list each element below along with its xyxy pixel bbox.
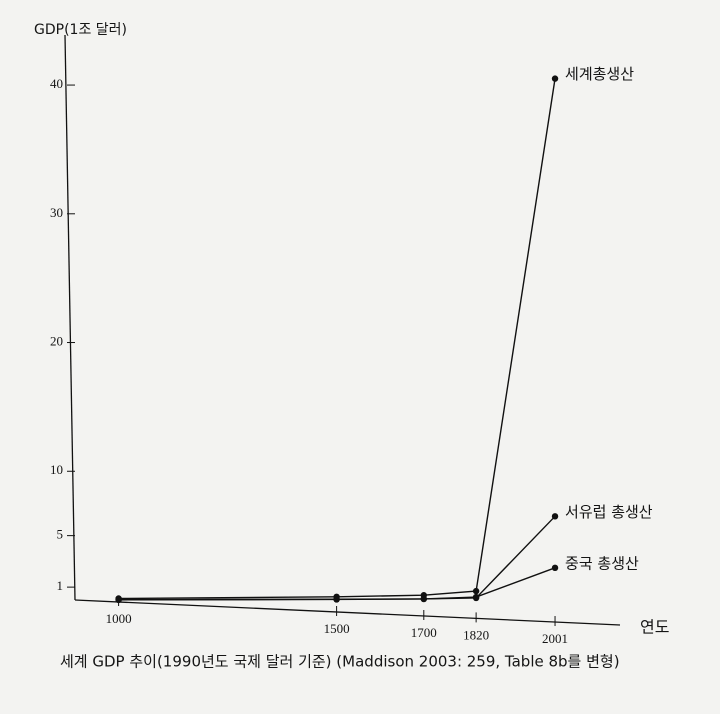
data-point <box>333 596 340 603</box>
y-tick-label: 10 <box>50 462 63 477</box>
data-point <box>115 596 122 603</box>
series-label: 중국 총생산 <box>565 554 639 572</box>
x-tick-label: 1820 <box>463 627 489 642</box>
x-axis-label: 연도 <box>640 618 669 637</box>
series-label: 세계총생산 <box>565 65 634 83</box>
series-label: 서유럽 총생산 <box>565 503 653 521</box>
x-tick-label: 1500 <box>324 621 350 636</box>
data-point <box>551 513 559 520</box>
caption: 세계 GDP 추이(1990년도 국제 달러 기준) (Maddison 200… <box>60 653 620 671</box>
data-point <box>420 595 427 603</box>
data-point <box>472 593 480 601</box>
x-axis <box>74 599 621 626</box>
data-point <box>472 587 480 595</box>
y-axis-label: GDP(1조 달러) <box>34 22 127 38</box>
y-tick-label: 30 <box>50 205 63 220</box>
x-tick-label: 1000 <box>106 611 132 626</box>
x-tick-label: 1700 <box>411 625 437 640</box>
y-tick-label: 20 <box>50 334 63 349</box>
data-point <box>551 75 559 82</box>
y-axis <box>64 34 76 601</box>
y-tick-label: 40 <box>50 76 63 91</box>
y-tick-label: 1 <box>57 578 64 593</box>
y-tick-label: 5 <box>57 527 64 542</box>
data-point <box>551 564 559 572</box>
x-tick-label: 2001 <box>542 631 568 646</box>
